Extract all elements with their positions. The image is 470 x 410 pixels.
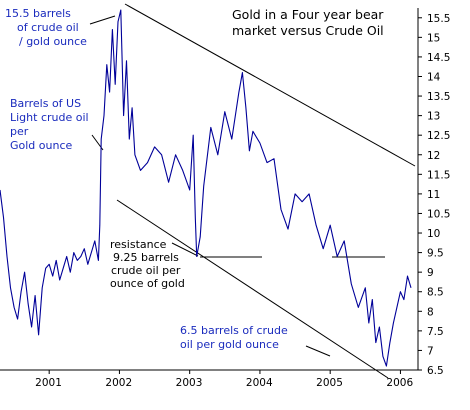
resistance-pointer-line xyxy=(171,242,199,257)
x-tick-label: 2001 xyxy=(35,377,62,389)
x-ticks: 2001 2002 2003 2004 2005 2006 xyxy=(35,370,413,389)
ylabel-line-3: per xyxy=(10,125,29,138)
y-tick-label: 14 xyxy=(427,71,441,83)
resistance-annotation-line-4: ounce of gold xyxy=(110,277,185,290)
peak-annotation-line-3: / gold ounce xyxy=(19,35,87,48)
ylabel-line-1: Barrels of US xyxy=(10,97,81,110)
resistance-annotation-line-1: resistance xyxy=(110,238,167,251)
upper-trend-line xyxy=(124,3,416,167)
chart-title-line-2: market versus Crude Oil xyxy=(232,23,384,38)
y-tick-label: 13.5 xyxy=(427,91,450,103)
x-tick-label: 2002 xyxy=(105,377,132,389)
y-tick-label: 10.5 xyxy=(427,208,450,220)
y-tick-label: 7.5 xyxy=(427,326,444,338)
y-tick-label: 9 xyxy=(427,267,434,279)
x-tick-label: 2005 xyxy=(316,377,343,389)
lower-trend-line xyxy=(116,199,389,379)
y-ticks: 6.5 7 7.5 8 8.5 9 9.5 10 10.5 11 11.5 12 12.5 13 13.5 1… xyxy=(418,13,450,377)
y-tick-label: 11 xyxy=(427,189,440,201)
y-tick-label: 9.5 xyxy=(427,248,444,260)
chart-title-line-1: Gold in a Four year bear xyxy=(232,7,384,22)
y-tick-label: 8.5 xyxy=(427,287,444,299)
y-tick-label: 8 xyxy=(427,306,434,318)
y-tick-label: 13 xyxy=(427,111,440,123)
x-tick-label: 2003 xyxy=(176,377,203,389)
resistance-annotation-line-2: 9.25 barrels xyxy=(113,251,179,264)
resistance-annotation-line-3: crude oil per xyxy=(111,264,181,277)
y-tick-label: 14.5 xyxy=(427,52,450,64)
y-tick-label: 11.5 xyxy=(427,169,450,181)
low-pointer-line xyxy=(305,345,331,357)
low-annotation-line-1: 6.5 barrels of crude xyxy=(180,324,288,337)
series-line-gold-oil-ratio xyxy=(0,9,412,367)
y-tick-label: 15 xyxy=(427,32,440,44)
y-tick-label: 7 xyxy=(427,345,434,357)
x-tick-label: 2006 xyxy=(386,377,413,389)
peak-annotation-line-1: 15.5 barrels xyxy=(5,7,71,20)
y-tick-label: 15.5 xyxy=(427,13,450,25)
y-tick-label: 12.5 xyxy=(427,130,450,142)
x-tick-label: 2004 xyxy=(246,377,273,389)
peak-annotation-line-2: of crude oil xyxy=(17,21,79,34)
low-annotation-line-2: oil per gold ounce xyxy=(180,338,279,351)
peak-pointer-line xyxy=(89,15,116,25)
y-tick-label: 12 xyxy=(427,150,440,162)
y-tick-label: 6.5 xyxy=(427,365,444,377)
y-tick-label: 10 xyxy=(427,228,440,240)
ylabel-line-2: Light crude oil xyxy=(10,111,89,124)
ylabel-line-4: Gold ounce xyxy=(10,139,73,152)
